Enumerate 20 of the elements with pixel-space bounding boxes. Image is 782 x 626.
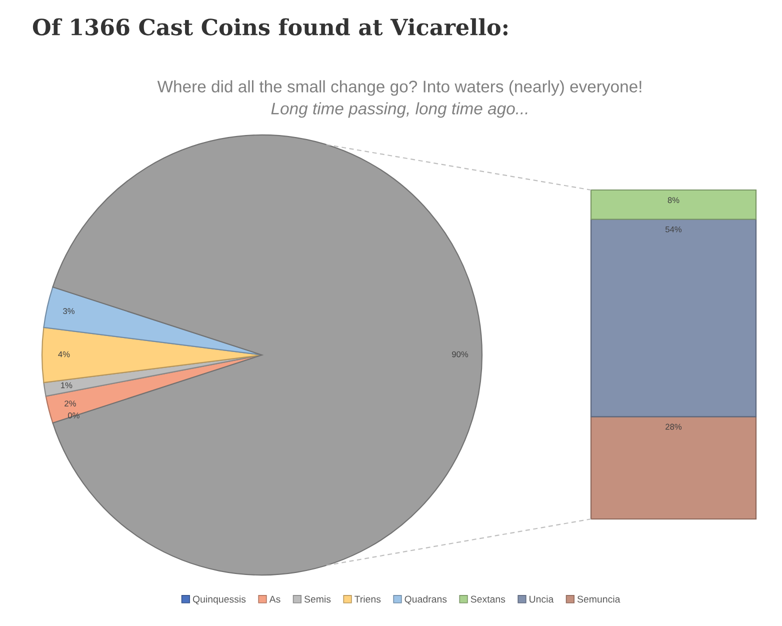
legend-label: Uncia [530, 595, 554, 603]
text: Long time passing, long time ago... [271, 102, 528, 118]
legend-label: Triens [354, 595, 381, 603]
legend-label: Semuncia [577, 595, 620, 603]
data-label: 54% [665, 226, 682, 232]
legend-label: Sextans [470, 596, 506, 603]
legend-label: Quadrans [404, 595, 447, 604]
data-label: 1% [61, 382, 72, 388]
chart-subtitle: Where did all the small change go? Into waters (nearly) everyone! [157, 80, 642, 96]
legend-label: Semis [304, 595, 331, 603]
legend-label: Quinquessis [192, 595, 246, 605]
chart-title: Of 1366 Cast Coins found at Vicarello: [32, 18, 508, 36]
legend-label: As [269, 596, 280, 603]
data-label: 90% [452, 351, 468, 358]
data-label: 28% [666, 424, 682, 430]
data-label: 4% [58, 351, 70, 358]
data-label: 2% [64, 400, 76, 406]
data-label: 8% [668, 197, 680, 204]
data-label: 3% [63, 308, 74, 314]
pie-slice [52, 134, 483, 576]
